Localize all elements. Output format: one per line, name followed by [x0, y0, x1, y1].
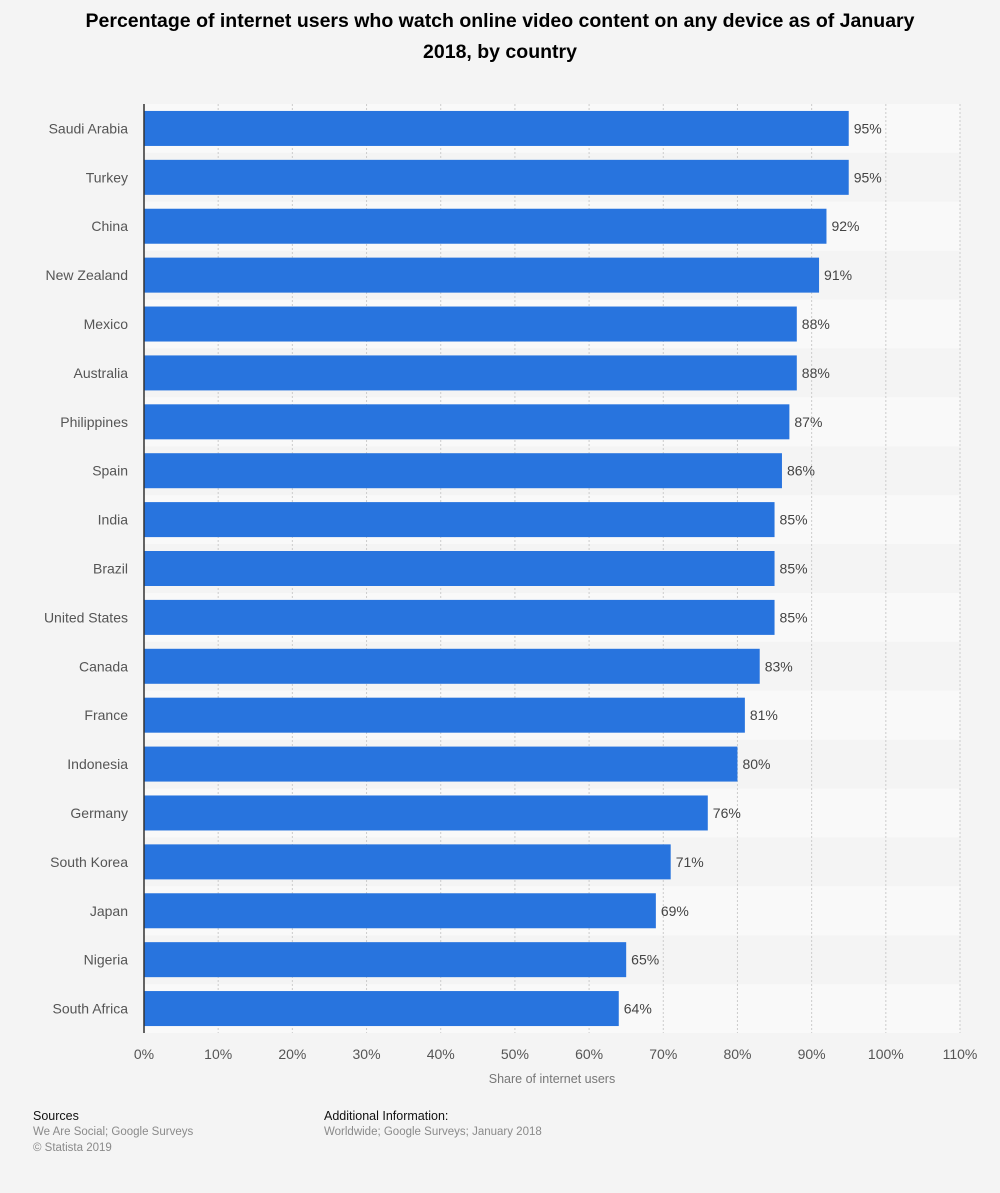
bar[interactable]: [144, 599, 775, 635]
category-label: Germany: [70, 805, 128, 821]
bar[interactable]: [144, 257, 820, 293]
sources-link[interactable]: We Are Social; Google Surveys: [33, 1126, 194, 1138]
bar[interactable]: [144, 893, 656, 929]
category-label: Indonesia: [67, 756, 128, 772]
value-label: 80%: [742, 756, 770, 772]
bar[interactable]: [144, 991, 619, 1027]
category-label: Saudi Arabia: [49, 120, 129, 136]
category-label: Japan: [90, 903, 128, 919]
bar[interactable]: [144, 844, 671, 880]
bar[interactable]: [144, 697, 745, 733]
bar[interactable]: [144, 746, 738, 782]
bar[interactable]: [144, 648, 760, 684]
x-tick-label: 100%: [868, 1046, 904, 1062]
category-label: New Zealand: [46, 267, 129, 283]
sources-heading: Sources: [33, 1109, 79, 1123]
bar[interactable]: [144, 208, 827, 244]
category-label: Spain: [92, 463, 128, 479]
copyright: © Statista 2019: [33, 1142, 112, 1154]
value-label: 83%: [765, 658, 793, 674]
bar[interactable]: [144, 502, 775, 538]
value-label: 71%: [676, 854, 704, 870]
category-label: India: [98, 512, 129, 528]
x-tick-label: 0%: [134, 1046, 154, 1062]
bar[interactable]: [144, 795, 708, 831]
category-label: United States: [44, 609, 128, 625]
additional-info-text: Worldwide; Google Surveys; January 2018: [324, 1126, 542, 1138]
bar[interactable]: [144, 551, 775, 586]
bar[interactable]: [144, 159, 849, 195]
value-label: 95%: [854, 120, 882, 136]
category-label: China: [91, 218, 128, 234]
x-tick-label: 110%: [943, 1046, 978, 1062]
category-label: Canada: [79, 658, 128, 674]
value-label: 88%: [802, 365, 830, 381]
additional-info-heading: Additional Information:: [324, 1109, 449, 1123]
value-labels: 95% 95% 92% 91% 88% 88% 87% 86% 85% 85% 85% 83% 81% 8…: [624, 120, 882, 1016]
x-tick-label: 70%: [649, 1046, 677, 1062]
x-tick-label: 60%: [575, 1046, 603, 1062]
sources-block: Sources We Are Social; Google Surveys © …: [33, 1108, 193, 1156]
x-axis-title: Share of internet users: [489, 1072, 615, 1086]
category-label: Philippines: [60, 414, 128, 430]
category-label: Brazil: [93, 561, 128, 577]
bar[interactable]: [144, 110, 849, 146]
x-tick-label: 30%: [353, 1046, 381, 1062]
value-label: 65%: [631, 952, 659, 968]
bar[interactable]: [144, 404, 790, 440]
value-label: 87%: [794, 414, 822, 430]
x-tick-label: 80%: [723, 1046, 751, 1062]
x-tick-label: 40%: [427, 1046, 455, 1062]
x-tick-label: 90%: [798, 1046, 826, 1062]
bar[interactable]: [144, 306, 797, 342]
value-label: 76%: [713, 805, 741, 821]
value-label: 86%: [787, 463, 815, 479]
chart-title: Percentage of internet users who watch o…: [85, 10, 915, 63]
additional-info-block: Additional Information: Worldwide; Googl…: [324, 1108, 542, 1140]
value-label: 64%: [624, 1001, 652, 1017]
bar[interactable]: [144, 453, 782, 489]
x-tick-labels: 0% 10% 20% 30% 40% 50% 60% 70% 80% 90% 100% 110%: [134, 1046, 978, 1062]
bar-chart: Saudi Arabia Turkey China New Zealand Mexico…: [44, 104, 978, 1086]
category-labels: Saudi Arabia Turkey China New Zealand Mexico…: [44, 120, 128, 1016]
category-label: Australia: [74, 365, 129, 381]
value-label: 92%: [831, 218, 859, 234]
value-label: 95%: [854, 169, 882, 185]
value-label: 91%: [824, 267, 852, 283]
category-label: Turkey: [86, 169, 128, 185]
value-label: 85%: [780, 512, 808, 528]
category-label: South Korea: [50, 854, 128, 870]
bar[interactable]: [144, 355, 797, 391]
category-label: France: [84, 707, 128, 723]
bar[interactable]: [144, 942, 627, 978]
value-label: 81%: [750, 707, 778, 723]
x-tick-label: 50%: [501, 1046, 529, 1062]
category-label: Nigeria: [84, 952, 129, 968]
value-label: 69%: [661, 903, 689, 919]
x-tick-label: 10%: [204, 1046, 232, 1062]
category-label: South Africa: [53, 1001, 129, 1017]
category-label: Mexico: [84, 316, 129, 332]
value-label: 85%: [780, 609, 808, 625]
value-label: 85%: [780, 561, 808, 577]
x-tick-label: 20%: [278, 1046, 306, 1062]
bars: [144, 110, 849, 1027]
value-label: 88%: [802, 316, 830, 332]
